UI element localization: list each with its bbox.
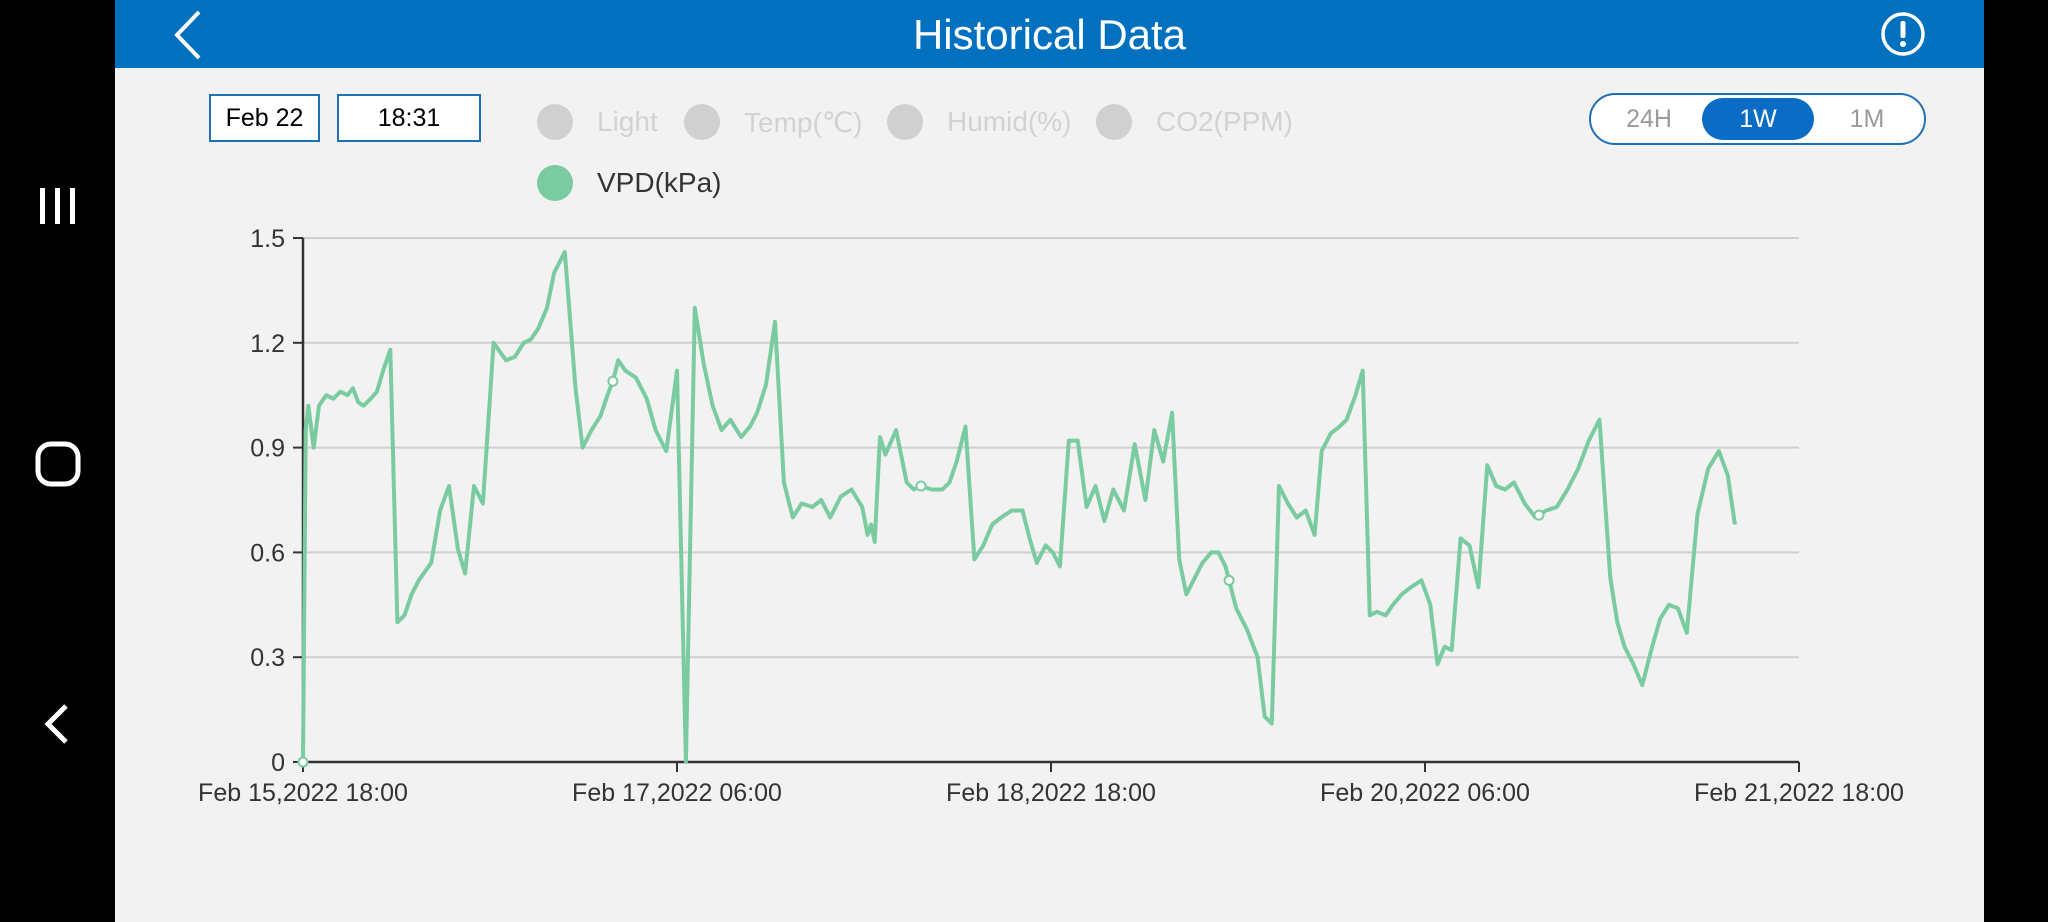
vpd-series-line xyxy=(301,250,1737,764)
legend-dot xyxy=(684,104,720,140)
x-tick-label: Feb 17,2022 06:00 xyxy=(572,779,782,807)
y-tick-label: 0.9 xyxy=(250,435,285,463)
legend-item-light[interactable]: Light xyxy=(537,102,658,142)
data-point xyxy=(297,756,309,768)
date-picker[interactable]: Feb 22 xyxy=(209,94,320,142)
app-screen: Historical Data Feb 22 18:31 Light Temp(… xyxy=(115,0,1984,922)
range-1m-button[interactable]: 1M xyxy=(1849,105,1885,133)
legend-label: Temp(℃) xyxy=(744,106,863,138)
chevron-left-icon[interactable] xyxy=(169,8,209,62)
legend-dot xyxy=(1096,104,1132,140)
home-icon[interactable] xyxy=(22,428,94,500)
legend-dot xyxy=(887,104,923,140)
legend-item-humid[interactable]: Humid(%) xyxy=(887,102,1071,142)
legend-dot xyxy=(537,104,573,140)
header-bar: Historical Data xyxy=(115,0,1984,68)
legend-item-co2[interactable]: CO2(PPM) xyxy=(1096,102,1293,142)
system-navigation-bar xyxy=(0,0,115,922)
vpd-line-chart: 0 0.3 0.6 0.9 1.2 1.5 Feb 15,2022 18:00 Feb 17… xyxy=(198,225,1904,807)
legend-label: Light xyxy=(597,106,658,137)
page-title: Historical Data xyxy=(912,11,1187,58)
x-tick-label: Feb 18,2022 18:00 xyxy=(946,779,1156,807)
y-tick-label: 0.6 xyxy=(250,539,285,567)
legend-label: Humid(%) xyxy=(947,106,1072,137)
recents-icon[interactable] xyxy=(22,170,94,242)
legend-dot xyxy=(537,165,573,201)
legend-label: VPD(kPa) xyxy=(597,167,722,198)
x-tick-label: Feb 15,2022 18:00 xyxy=(198,779,408,807)
range-toggle: 24H 1W 1M xyxy=(1589,93,1926,145)
data-point xyxy=(607,375,619,387)
data-point xyxy=(1223,574,1235,586)
info-icon[interactable] xyxy=(1880,11,1926,57)
range-24h-button[interactable]: 24H xyxy=(1626,105,1672,133)
x-tick-label: Feb 20,2022 06:00 xyxy=(1320,779,1530,807)
data-point xyxy=(915,480,927,492)
legend-label: CO2(PPM) xyxy=(1156,106,1293,137)
y-tick-label: 1.5 xyxy=(250,225,285,253)
legend-item-vpd[interactable]: VPD(kPa) xyxy=(537,163,721,203)
data-point xyxy=(1533,509,1545,521)
back-icon[interactable] xyxy=(22,688,94,760)
y-tick-label: 0.3 xyxy=(250,644,285,672)
x-tick-label: Feb 21,2022 18:00 xyxy=(1694,779,1904,807)
y-tick-label: 1.2 xyxy=(250,330,285,358)
legend-item-temp[interactable]: Temp(℃) xyxy=(684,102,863,142)
range-1w-button[interactable]: 1W xyxy=(1702,98,1814,140)
time-picker[interactable]: 18:31 xyxy=(337,94,481,142)
y-tick-label: 0 xyxy=(271,749,285,777)
